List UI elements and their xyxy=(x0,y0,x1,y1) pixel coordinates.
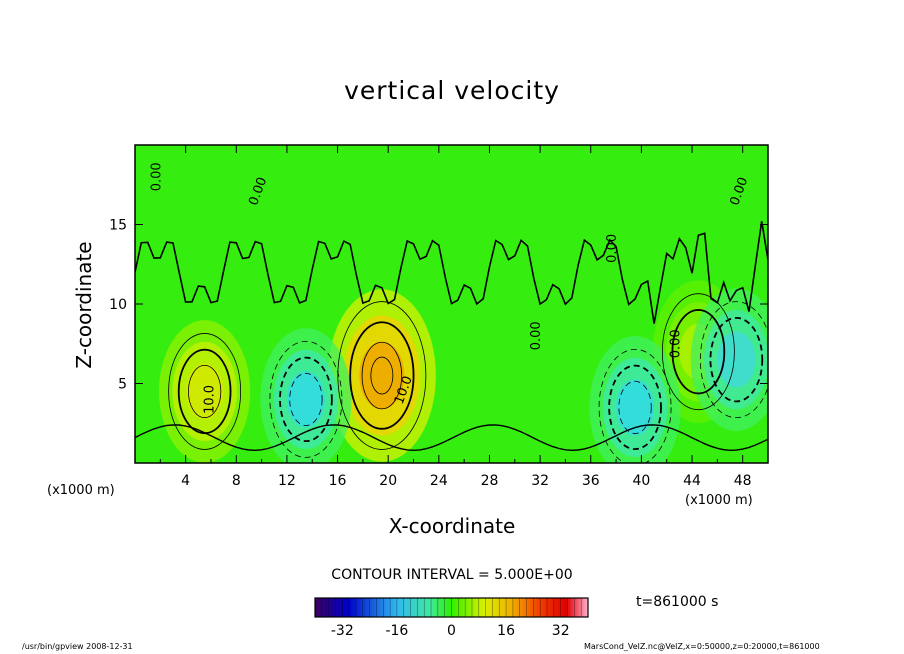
contour-dashed xyxy=(598,348,672,463)
heat-blob-downdraft xyxy=(717,331,756,388)
contour-solid xyxy=(168,333,242,450)
contour-dashed xyxy=(608,364,662,451)
y-axis-label: Z-coordinate xyxy=(72,241,96,369)
contour-solid xyxy=(370,356,394,395)
heat-blob-downdraft xyxy=(286,371,325,428)
x-tick-label: 12 xyxy=(278,473,296,489)
contour-label: 0.00 xyxy=(529,321,544,350)
x-tick-label: 40 xyxy=(632,473,650,489)
contour-label: 0.00 xyxy=(149,162,164,191)
contour-zero-line-lower xyxy=(135,424,768,452)
y-tick-label: 15 xyxy=(109,218,127,234)
contour-dashed xyxy=(618,380,652,434)
contour-dashed xyxy=(699,301,768,419)
contour-dashed xyxy=(709,316,764,403)
contour-label: 10.0 xyxy=(202,385,217,414)
contour-interval-label: CONTOUR INTERVAL = 5.000E+00 xyxy=(331,567,573,583)
contour-solid xyxy=(661,293,735,411)
contour-lines xyxy=(135,221,768,463)
x-unit-label-left: (x1000 m) xyxy=(47,483,115,498)
contour-dashed xyxy=(279,356,333,443)
contour-solid xyxy=(361,341,403,410)
contour-solid xyxy=(671,309,726,395)
colorbar-tick-label: 32 xyxy=(552,623,570,639)
colorbar-tick-label: 16 xyxy=(497,623,515,639)
heat-blob-updraft xyxy=(185,363,224,420)
x-tick-label: 8 xyxy=(232,473,241,489)
footer-right: MarsCond_VelZ.nc@VelZ,x=0:50000,z=0:2000… xyxy=(584,642,820,651)
contour-solid xyxy=(349,321,415,430)
x-tick-label: 16 xyxy=(329,473,347,489)
x-tick-label: 20 xyxy=(379,473,397,489)
contour-label: 0.00 xyxy=(605,234,620,263)
contour-dashed xyxy=(289,372,323,426)
y-tick-label: 5 xyxy=(118,377,127,393)
x-tick-label: 48 xyxy=(734,473,752,489)
contour-zero-line xyxy=(135,221,768,324)
contour-solid xyxy=(188,364,222,418)
x-tick-label: 28 xyxy=(481,473,499,489)
chart-title: vertical velocity xyxy=(344,76,560,105)
x-tick-label: 24 xyxy=(430,473,448,489)
colorbar-tick-label: -32 xyxy=(331,623,354,639)
y-tick-label: 10 xyxy=(109,297,127,313)
heat-blob-updraft xyxy=(359,341,405,410)
x-tick-label: 36 xyxy=(582,473,600,489)
contour-dashed xyxy=(269,340,343,458)
contour-solid xyxy=(337,301,427,450)
x-tick-label: 32 xyxy=(531,473,549,489)
colorbar-border xyxy=(314,597,589,618)
heat-blob-downdraft xyxy=(616,379,655,436)
x-tick-label: 4 xyxy=(181,473,190,489)
footer-left: /usr/bin/gpview 2008-12-31 xyxy=(22,642,133,651)
x-axis-label: X-coordinate xyxy=(388,514,516,538)
colorbar-tick-label: -16 xyxy=(385,623,408,639)
colorbar-tick-label: 0 xyxy=(447,623,456,639)
time-label: t=861000 s xyxy=(636,594,719,610)
colorbar: -32 -16 0 16 32 xyxy=(314,597,589,639)
contour-label: 0.00 xyxy=(668,329,683,358)
x-tick-label: 44 xyxy=(683,473,701,489)
x-unit-label-right: (x1000 m) xyxy=(685,493,753,508)
